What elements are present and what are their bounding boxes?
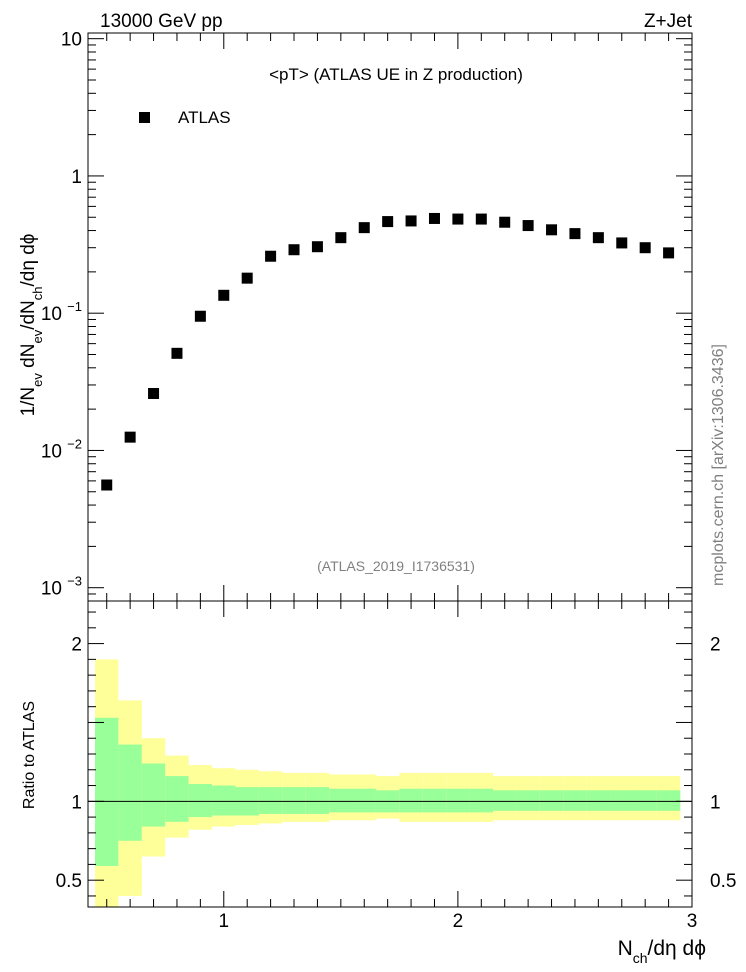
main-y-tick-exponent: −1 (67, 299, 82, 314)
ratio-band-inner (399, 788, 423, 813)
plot-title: <pT> (ATLAS UE in Z production) (269, 65, 523, 84)
ratio-band-inner (656, 790, 681, 811)
atlas-data-point (663, 247, 675, 259)
atlas-data-point (311, 241, 323, 253)
x-tick-label: 3 (687, 911, 698, 932)
atlas-data-point (616, 237, 628, 249)
ratio-band-inner (539, 790, 564, 811)
ratio-band-inner (352, 788, 376, 813)
ratio-band-inner (610, 790, 634, 811)
ratio-y-axis-label: Ratio to ATLAS (21, 701, 38, 809)
atlas-data-point (475, 213, 487, 225)
atlas-data-point (452, 213, 464, 225)
analysis-id: (ATLAS_2019_I1736531) (317, 558, 475, 574)
ratio-band-inner (329, 788, 353, 813)
ratio-band-inner (422, 788, 447, 813)
atlas-data-point (358, 222, 370, 234)
ratio-panel: 0.5 0.5 1 1 2 2 1 2 3 (56, 600, 736, 932)
atlas-data-point (171, 347, 183, 359)
atlas-data-point (639, 242, 651, 254)
ratio-y-tick-label-right: 0.5 (710, 871, 736, 892)
main-y-tick-label: 10 (41, 304, 62, 325)
ratio-band-inner (563, 790, 587, 811)
side-watermark-text: mcplots.cern.ch [arXiv:1306.3436] (710, 344, 727, 586)
atlas-data-point (218, 289, 230, 301)
main-y-tick-exponent: −2 (67, 436, 82, 451)
atlas-data-point (194, 310, 206, 322)
ratio-band-inner (469, 788, 494, 813)
ratio-band-inner (305, 787, 330, 814)
main-y-tick-label: 10 (41, 441, 62, 462)
atlas-data-point (101, 479, 113, 491)
ratio-y-tick-label: 0.5 (56, 871, 82, 892)
atlas-data-point (546, 224, 558, 236)
ratio-y-tick-label-right: 2 (710, 635, 721, 656)
legend-marker (139, 112, 150, 123)
x-tick-label: 1 (218, 911, 229, 932)
ratio-band-inner (188, 783, 213, 818)
header-energy-label: 13000 GeV pp (100, 11, 223, 32)
ratio-band-inner (141, 763, 166, 827)
ratio-band-inner (586, 790, 611, 811)
ratio-band-inner (493, 790, 517, 811)
atlas-data-point (265, 250, 277, 262)
ratio-band-inner (165, 776, 189, 822)
atlas-data-point (405, 215, 417, 227)
atlas-data-point (522, 220, 534, 232)
atlas-data-point (241, 272, 253, 284)
ratio-band-inner (212, 785, 236, 816)
ratio-band-inner (282, 787, 306, 814)
atlas-data-point (288, 244, 300, 256)
ratio-frame (87, 600, 693, 908)
ratio-band-inner (633, 790, 657, 811)
ratio-y-tick-label: 2 (71, 635, 82, 656)
main-y-axis-label: 1/Nev dNev/dNch/dη dϕ (18, 234, 45, 417)
atlas-data-point (592, 232, 604, 244)
header-process-label: Z+Jet (644, 11, 693, 32)
atlas-data-point (428, 212, 440, 224)
atlas-data-point (124, 431, 136, 443)
main-panel: <pT> (ATLAS UE in Z production) ATLAS (A… (41, 30, 693, 602)
atlas-data-point (499, 216, 511, 228)
ratio-band-inner (118, 744, 142, 841)
atlas-data-point (382, 216, 394, 228)
atlas-data-point (148, 387, 160, 399)
ratio-band-inner (446, 788, 470, 813)
x-tick-label: 2 (453, 911, 464, 932)
ratio-y-tick-label: 1 (71, 792, 82, 813)
atlas-data-point (569, 228, 581, 240)
atlas-data-point (335, 232, 347, 244)
ratio-band-inner (95, 717, 119, 866)
main-y-tick-label: 10 (61, 30, 82, 51)
main-y-tick-label: 1 (71, 167, 82, 188)
ratio-band-inner (258, 787, 283, 814)
ratio-band-inner (516, 790, 540, 811)
legend-label: ATLAS (178, 108, 231, 127)
main-y-tick-exponent: −3 (67, 574, 82, 589)
x-axis-label: Nch/dη dϕ (618, 937, 706, 966)
main-y-tick-label: 10 (41, 579, 62, 600)
ratio-y-tick-label-right: 1 (710, 792, 721, 813)
